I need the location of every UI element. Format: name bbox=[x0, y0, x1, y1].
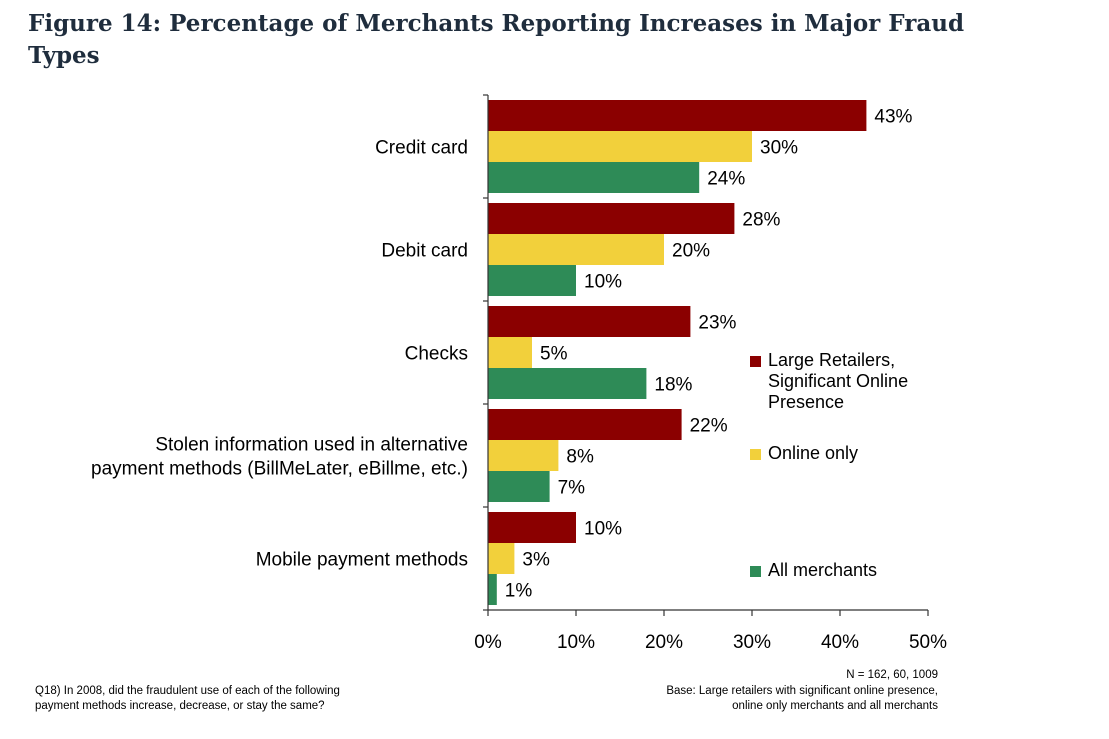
question-note-line1: Q18) In 2008, did the fraudulent use of … bbox=[35, 685, 340, 697]
legend: Large Retailers,Significant OnlinePresen… bbox=[750, 350, 908, 580]
category-label: Checks bbox=[405, 344, 468, 365]
data-label: 18% bbox=[654, 375, 692, 396]
x-tick-label: 40% bbox=[821, 632, 859, 653]
x-tick-label: 30% bbox=[733, 632, 771, 653]
plot-area: 43% 30% 24% Credit card 28% 20% 10% Debit card 2… bbox=[91, 94, 947, 653]
x-tick-label: 10% bbox=[557, 632, 595, 653]
data-label: 20% bbox=[672, 241, 710, 262]
chart-title-line2: Types bbox=[28, 42, 100, 69]
legend-label: All merchants bbox=[768, 560, 877, 580]
base-note-line2: online only merchants and all merchants bbox=[732, 700, 938, 712]
category-label: Debit card bbox=[381, 241, 468, 262]
data-label: 23% bbox=[698, 313, 736, 334]
legend-swatch bbox=[750, 449, 761, 460]
bar bbox=[488, 203, 735, 234]
bar bbox=[488, 306, 691, 337]
legend-label: Significant Online bbox=[768, 371, 908, 391]
bar bbox=[488, 368, 647, 399]
bar bbox=[488, 100, 867, 131]
x-tick-label: 20% bbox=[645, 632, 683, 653]
bar bbox=[488, 337, 532, 368]
sample-size-note: N = 162, 60, 1009 bbox=[846, 669, 938, 681]
data-label: 30% bbox=[760, 138, 798, 159]
category-label: Mobile payment methods bbox=[256, 550, 468, 571]
bar bbox=[488, 131, 752, 162]
data-label: 3% bbox=[522, 550, 550, 571]
bar bbox=[488, 265, 576, 296]
data-label: 8% bbox=[566, 447, 594, 468]
data-label: 10% bbox=[584, 519, 622, 540]
bar bbox=[488, 162, 700, 193]
x-tick-label: 0% bbox=[474, 632, 502, 653]
data-label: 22% bbox=[690, 416, 728, 437]
legend-label: Online only bbox=[768, 443, 858, 463]
legend-swatch bbox=[750, 566, 761, 577]
data-label: 1% bbox=[505, 581, 533, 602]
bar bbox=[488, 512, 576, 543]
data-label: 5% bbox=[540, 344, 568, 365]
data-label: 28% bbox=[742, 210, 780, 231]
bar bbox=[488, 471, 550, 502]
legend-swatch bbox=[750, 356, 761, 367]
bar bbox=[488, 234, 664, 265]
chart-title-line1: Figure 14: Percentage of Merchants Repor… bbox=[28, 10, 964, 37]
legend-label: Large Retailers, bbox=[768, 350, 895, 370]
bar bbox=[488, 574, 497, 605]
legend-label: Presence bbox=[768, 392, 844, 412]
x-tick-label: 50% bbox=[909, 632, 947, 653]
data-label: 43% bbox=[874, 107, 912, 128]
category-label: Credit card bbox=[375, 138, 468, 159]
bar bbox=[488, 440, 559, 471]
category-label: Stolen information used in alternative bbox=[155, 435, 468, 456]
data-label: 24% bbox=[707, 169, 745, 190]
base-note-line1: Base: Large retailers with significant o… bbox=[666, 685, 938, 697]
bar bbox=[488, 409, 682, 440]
data-label: 7% bbox=[558, 478, 586, 499]
category-label: payment methods (BillMeLater, eBillme, e… bbox=[91, 459, 468, 480]
question-note-line2: payment methods increase, decrease, or s… bbox=[35, 700, 325, 712]
data-label: 10% bbox=[584, 272, 622, 293]
bar bbox=[488, 543, 515, 574]
